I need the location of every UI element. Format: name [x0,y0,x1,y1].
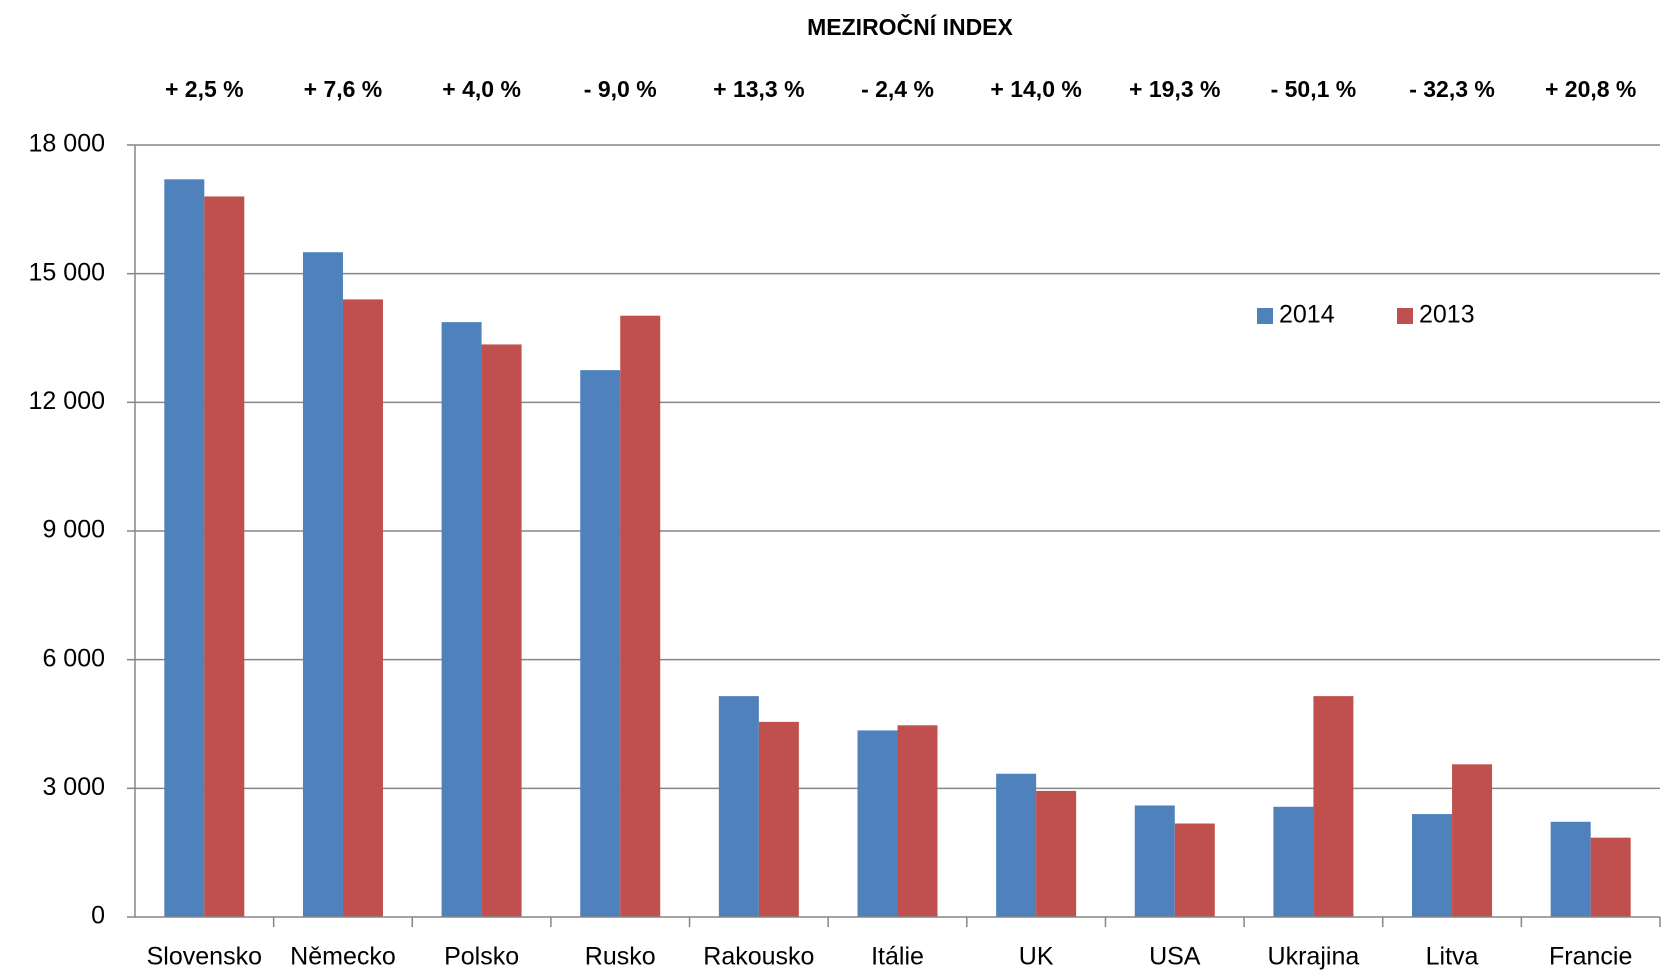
x-tick-label: Rakousko [703,943,814,971]
x-tick-label: USA [1149,943,1201,971]
index-label: + 20,8 % [1545,76,1636,102]
x-tick-label: Rusko [585,943,656,971]
x-tick-label: Polsko [444,943,519,971]
bar [718,696,759,917]
bar [164,179,205,918]
x-tick-label: Litva [1426,943,1479,971]
y-tick-label: 18 000 [29,130,105,158]
index-label: + 2,5 % [165,76,244,102]
x-tick-label: UK [1019,943,1054,971]
legend-label: 2013 [1419,301,1475,329]
index-label: + 7,6 % [304,76,383,102]
index-label: + 13,3 % [713,76,804,102]
x-tick-label: Slovensko [147,943,262,971]
bar [441,322,482,917]
bar [342,299,383,917]
x-tick-label: Německo [290,943,396,971]
index-label: - 9,0 % [584,76,657,102]
y-tick-label: 6 000 [42,644,105,672]
y-tick-label: 3 000 [42,773,105,801]
index-label: + 19,3 % [1129,76,1220,102]
bar [1452,764,1493,917]
x-tick-label: Ukrajina [1268,943,1360,971]
y-tick-label: 9 000 [42,516,105,544]
bar [1590,837,1631,917]
bar [1174,823,1215,917]
bar [1313,696,1354,917]
y-tick-label: 0 [91,902,105,930]
bar [1412,814,1453,917]
legend-swatch [1257,308,1273,324]
bar [1134,805,1175,917]
x-tick-label: Francie [1549,943,1632,971]
bar [996,773,1037,917]
legend-label: 2014 [1279,301,1335,329]
bar [580,370,621,918]
bar [1036,790,1077,917]
bar [302,252,343,917]
bar [481,344,522,917]
index-label: + 14,0 % [990,76,1081,102]
index-label: - 2,4 % [861,76,934,102]
bar [758,721,799,917]
y-tick-label: 15 000 [29,258,105,286]
chart-title: MEZIROČNÍ INDEX [807,13,1013,40]
legend-swatch [1397,308,1413,324]
bar [1273,806,1314,917]
bar [1550,821,1591,917]
x-tick-label: Itálie [871,943,924,971]
index-label: - 32,3 % [1409,76,1495,102]
y-tick-label: 12 000 [29,387,105,415]
index-label: - 50,1 % [1271,76,1357,102]
bar [857,730,898,917]
index-label: + 4,0 % [442,76,521,102]
bar [204,196,245,917]
bar [620,315,661,918]
bar [897,725,938,917]
